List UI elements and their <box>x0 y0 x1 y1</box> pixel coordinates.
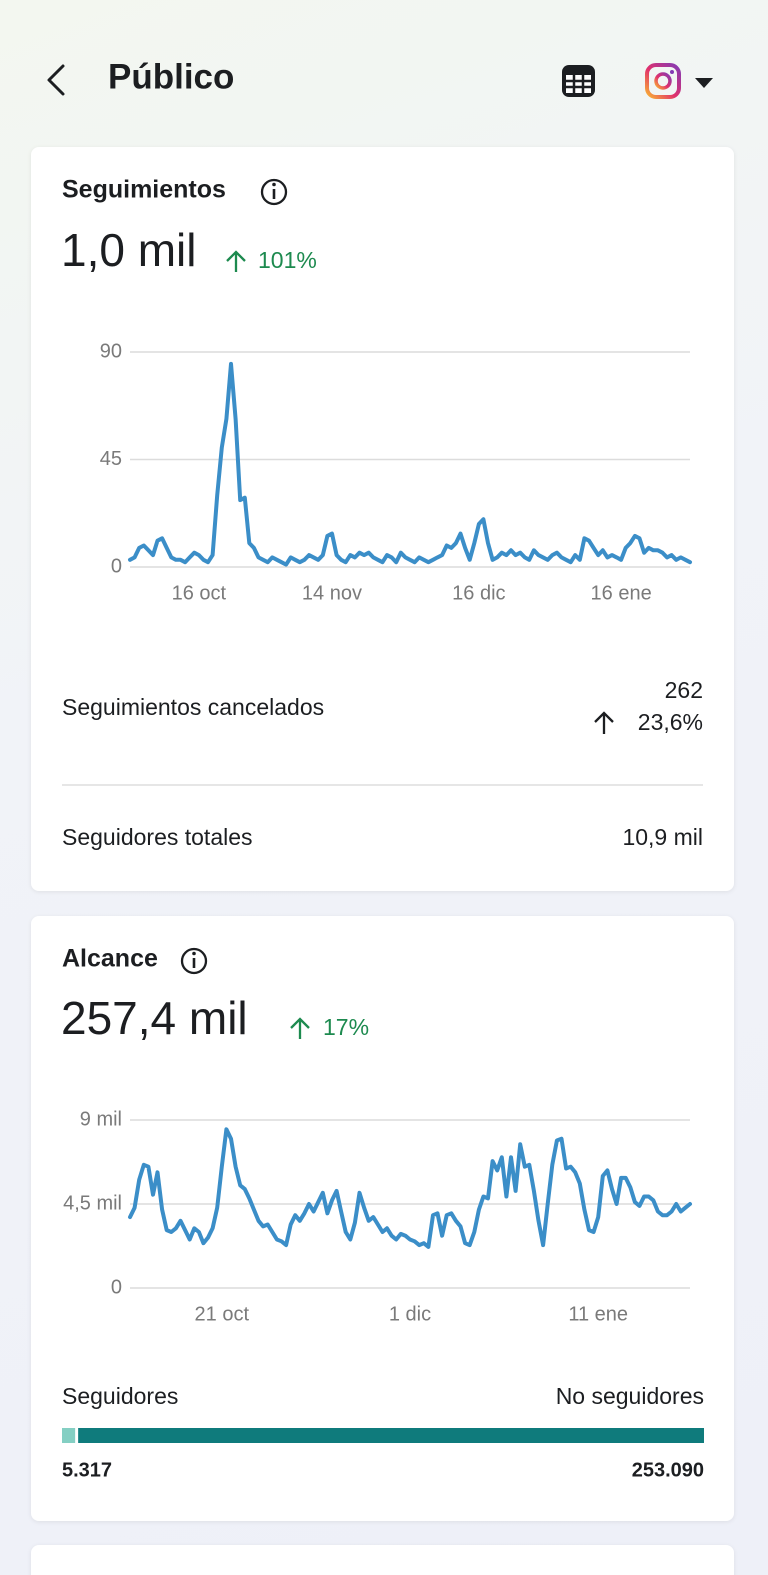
up-arrow <box>290 1017 310 1039</box>
x-tick-label: 21 oct <box>195 1303 250 1325</box>
page-title: Público <box>108 57 234 96</box>
instagram-account-switcher[interactable] <box>645 63 713 99</box>
x-tick-label: 1 dic <box>389 1303 431 1325</box>
legend-label: No seguidores <box>556 1383 704 1409</box>
y-tick-label: 9 mil <box>80 1108 122 1130</box>
value-label: 253.090 <box>632 1459 704 1481</box>
y-tick-label: 90 <box>100 340 122 362</box>
line-chart: 0 45 90 16 oct 14 nov 16 dic 16 ene <box>100 340 692 604</box>
data-line <box>128 361 692 567</box>
row-label: Seguidores totales <box>62 824 253 850</box>
card-title: Alcance <box>62 945 158 973</box>
card <box>31 916 734 1521</box>
metric-value: 257,4 mil <box>61 992 248 1044</box>
legend-label: Seguidores <box>62 1383 178 1409</box>
card <box>31 1545 734 1575</box>
y-tick-label: 4,5 mil <box>63 1192 122 1214</box>
row-value: 10,9 mil <box>622 824 703 850</box>
value-label: 5.317 <box>62 1459 112 1481</box>
x-tick-label: 16 ene <box>591 582 652 604</box>
bar-segment <box>62 1428 76 1443</box>
card <box>31 147 734 891</box>
metric-change: 101% <box>258 247 317 273</box>
bar-segment <box>78 1428 704 1443</box>
info-icon[interactable] <box>260 178 288 206</box>
up-arrow <box>594 711 614 734</box>
x-tick-label: 16 oct <box>172 582 227 604</box>
y-tick-label: 0 <box>111 1276 122 1298</box>
line-chart: 0 4,5 mil 9 mil 21 oct 1 dic 11 ene <box>63 1108 692 1325</box>
back-button[interactable] <box>47 64 65 96</box>
x-tick-label: 11 ene <box>568 1303 628 1325</box>
x-tick-label: 14 nov <box>302 582 362 604</box>
y-tick-label: 45 <box>100 448 122 470</box>
up-arrow <box>226 250 246 272</box>
y-tick-label: 0 <box>111 555 122 577</box>
card-title: Seguimientos <box>62 176 226 204</box>
audience-breakdown: Seguidores No seguidores 5.317 253.090 <box>62 1383 704 1481</box>
info-icon[interactable] <box>180 947 208 975</box>
x-tick-label: 16 dic <box>452 582 505 604</box>
row-change: 23,6% <box>638 709 703 735</box>
row-value: 262 <box>665 677 703 703</box>
data-line <box>128 1127 692 1249</box>
row-label: Seguimientos cancelados <box>62 694 324 720</box>
metric-value: 1,0 mil <box>61 224 196 276</box>
calendar-button[interactable] <box>562 65 595 97</box>
metric-change: 17% <box>323 1014 369 1040</box>
